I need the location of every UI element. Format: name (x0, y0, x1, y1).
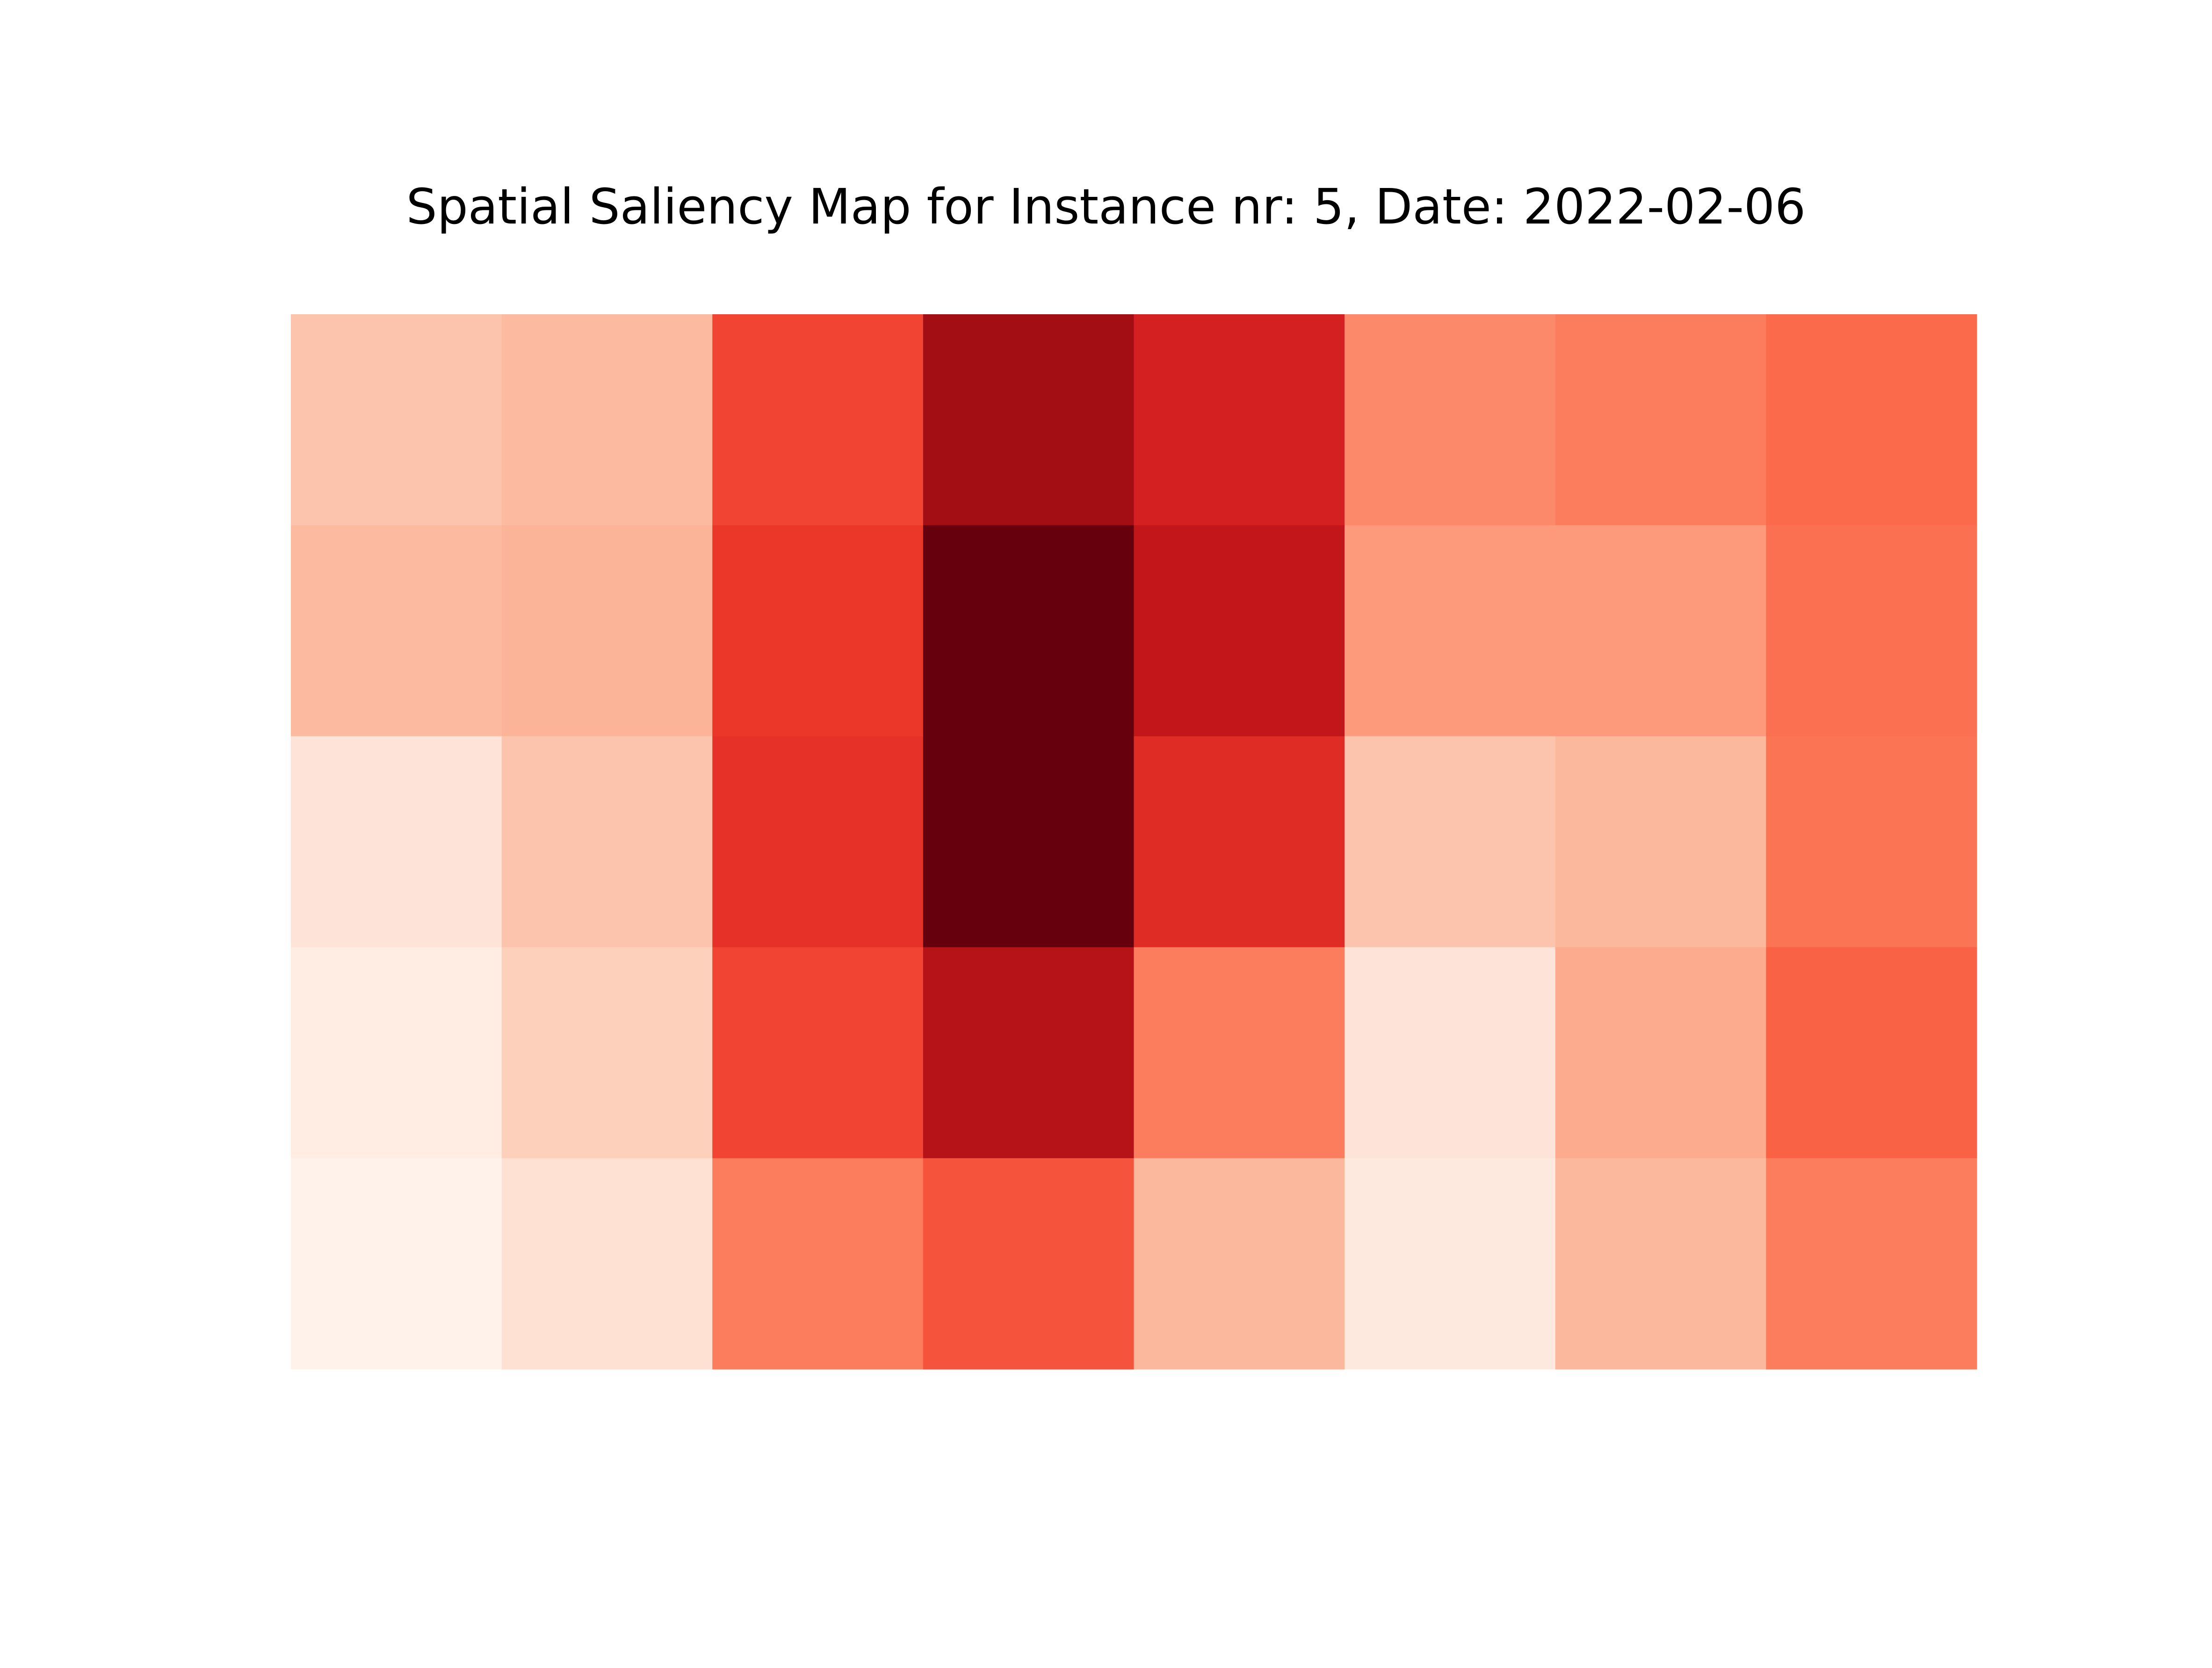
heatmap-cell-r1-c6 (1555, 525, 1766, 737)
heatmap-cell-r3-c7 (1766, 947, 1977, 1159)
heatmap-cell-r1-c1 (501, 525, 713, 737)
heatmap-cell-r1-c4 (1134, 525, 1345, 737)
heatmap-cell-r4-c5 (1345, 1158, 1556, 1370)
heatmap-cell-r0-c4 (1134, 314, 1345, 526)
heatmap-cell-r3-c2 (712, 947, 924, 1159)
heatmap-cell-r2-c3 (923, 736, 1135, 948)
heatmap-cell-r0-c5 (1345, 314, 1556, 526)
heatmap-cell-r2-c1 (501, 736, 713, 948)
heatmap-cell-r1-c3 (923, 525, 1135, 737)
heatmap-cell-r4-c1 (501, 1158, 713, 1370)
heatmap-cell-r2-c0 (291, 736, 502, 948)
heatmap-cell-r4-c7 (1766, 1158, 1977, 1370)
heatmap-cell-r2-c2 (712, 736, 924, 948)
heatmap-cell-r4-c2 (712, 1158, 924, 1370)
heatmap-cell-r0-c0 (291, 314, 502, 526)
heatmap-cell-r2-c6 (1555, 736, 1766, 948)
heatmap-cell-r0-c7 (1766, 314, 1977, 526)
chart-title: Spatial Saliency Map for Instance nr: 5,… (406, 178, 1806, 235)
heatmap-cell-r0-c3 (923, 314, 1135, 526)
heatmap-cell-r4-c4 (1134, 1158, 1345, 1370)
heatmap-cell-r3-c1 (501, 947, 713, 1159)
heatmap-cells (291, 314, 1977, 1370)
heatmap-cell-r2-c7 (1766, 736, 1977, 948)
heatmap-cell-r2-c5 (1345, 736, 1556, 948)
heatmap-cell-r0-c2 (712, 314, 924, 526)
heatmap-cell-r4-c6 (1555, 1158, 1766, 1370)
heatmap-cell-r3-c3 (923, 947, 1135, 1159)
heatmap-cell-r4-c0 (291, 1158, 502, 1370)
heatmap-cell-r1-c0 (291, 525, 502, 737)
heatmap-cell-r2-c4 (1134, 736, 1345, 948)
heatmap-cell-r1-c2 (712, 525, 924, 737)
heatmap-cell-r3-c0 (291, 947, 502, 1159)
heatmap-cell-r3-c6 (1555, 947, 1766, 1159)
heatmap-cell-r0-c6 (1555, 314, 1766, 526)
heatmap-cell-r3-c4 (1134, 947, 1345, 1159)
heatmap-cell-r1-c5 (1345, 525, 1556, 737)
heatmap-cell-r4-c3 (923, 1158, 1135, 1370)
heatmap-cell-r0-c1 (501, 314, 713, 526)
heatmap-cell-r1-c7 (1766, 525, 1977, 737)
heatmap-cell-r3-c5 (1345, 947, 1556, 1159)
